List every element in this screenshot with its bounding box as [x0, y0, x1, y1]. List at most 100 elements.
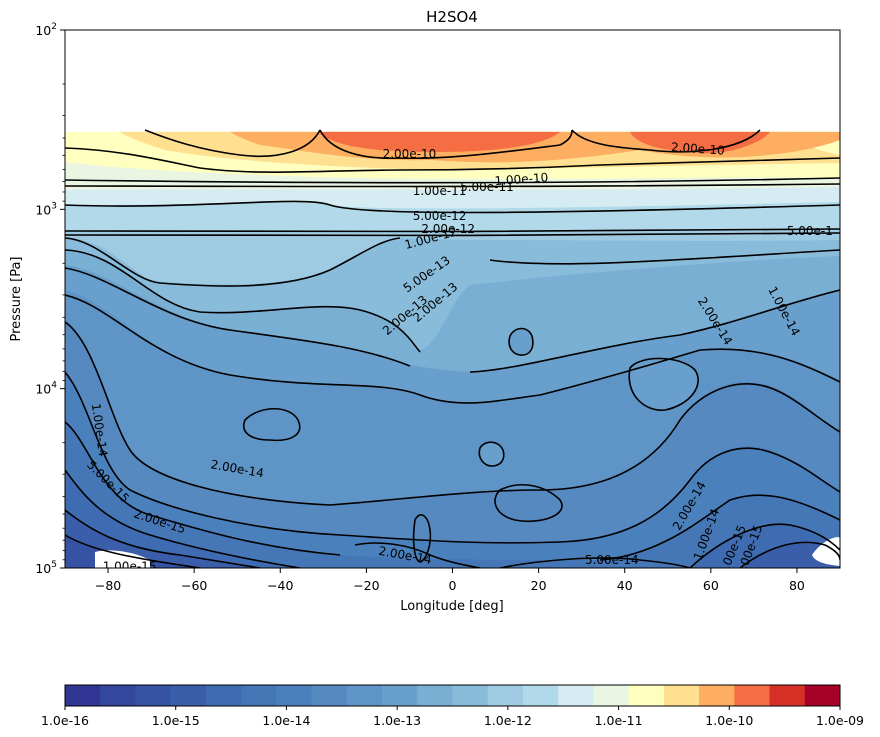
contour-line: [469, 289, 840, 373]
contour-line: [65, 371, 840, 544]
contour-line: [65, 509, 261, 568]
contour-line: [539, 348, 840, 396]
contour-line: [144, 129, 321, 158]
y-axis: 102 103 104 105: [35, 22, 65, 576]
contour-band: [629, 358, 699, 411]
colorbar-swatch: [593, 685, 630, 706]
colorbar-swatch: [769, 685, 806, 706]
contour-line: [65, 294, 541, 404]
colorbar-swatch: [276, 685, 313, 706]
x-tick-label: 60: [703, 578, 719, 593]
colorbar-swatch: [135, 685, 172, 706]
colorbar-swatch: [522, 685, 559, 706]
x-tick-label: −20: [353, 578, 379, 593]
contour-line: [65, 232, 840, 237]
contour-line: [65, 147, 840, 173]
x-axis-label: Longitude [deg]: [400, 599, 503, 614]
contour-line: [739, 541, 840, 568]
contour-line: [412, 514, 432, 563]
colorbar-swatch: [346, 685, 383, 706]
colorbar-swatch: [663, 685, 700, 706]
contour-label: 5.00e-1: [787, 224, 833, 238]
colorbar-tick-label: 1.0e-16: [41, 713, 89, 728]
y-tick-label: 104: [35, 381, 57, 397]
contour-line: [65, 200, 840, 214]
x-tick-label: 20: [531, 578, 547, 593]
contour-band: [318, 131, 560, 152]
colorbar-swatch: [170, 685, 207, 706]
colorbar-tick-label: 1.0e-13: [373, 713, 421, 728]
colorbar-swatch: [487, 685, 524, 706]
contour-label: 5.00e-12: [413, 209, 467, 223]
colorbar-swatch: [205, 685, 242, 706]
contour-line: [65, 267, 411, 367]
masked-region: [95, 550, 150, 568]
colorbar-swatch: [804, 685, 841, 706]
contour-line: [65, 177, 840, 184]
colorbar-swatch: [241, 685, 277, 706]
x-tick-label: 40: [617, 578, 633, 593]
contour-line: [65, 469, 301, 568]
contour-label: 5.00e-14: [585, 553, 639, 567]
y-tick-label: 105: [35, 560, 57, 576]
colorbar-swatch: [382, 685, 418, 706]
contour-line: [499, 557, 691, 568]
contour-label: 1.00e-15: [103, 559, 157, 573]
contour-line: [65, 421, 341, 556]
contour-line: [354, 542, 481, 568]
colorbar-tick-label: 1.0e-14: [262, 713, 310, 728]
y-tick-label: 102: [35, 22, 57, 38]
contour-line: [65, 237, 401, 287]
contour-band: [630, 131, 770, 154]
contour-line: [489, 249, 840, 265]
contour-label: 1.00e-10: [494, 170, 549, 188]
contour-label: 2.00e-10: [383, 147, 437, 161]
contour-line: [65, 249, 421, 353]
colorbar-swatch: [734, 685, 771, 706]
colorbar-frame: [64, 684, 841, 707]
colorbar-tick-label: 1.0e-15: [152, 713, 200, 728]
contour-line: [243, 408, 301, 442]
contour-line: [494, 484, 563, 523]
colorbar-swatch: [452, 685, 489, 706]
x-tick-label: 0: [449, 578, 457, 593]
x-axis: −80 −60 −40 −20 0 20 40 60 80: [95, 568, 805, 593]
x-tick-label: 80: [789, 578, 805, 593]
colorbar-tick-label: 1.0e-09: [816, 713, 864, 728]
x-tick-label: −80: [95, 578, 121, 593]
contour-line: [599, 494, 840, 561]
contour-band: [509, 328, 533, 356]
contour-line: [571, 129, 761, 153]
colorbar-swatch: [311, 685, 348, 706]
contour-label: 2.00e-12: [421, 222, 475, 236]
x-tick-label: −40: [267, 578, 293, 593]
y-axis-label: Pressure [Pa]: [9, 256, 24, 341]
contour-band: [740, 542, 840, 568]
colorbar-swatch: [417, 685, 453, 706]
contour-line: [65, 534, 201, 568]
contour-line: [478, 441, 505, 467]
colorbar-swatch: [100, 685, 136, 706]
contour-label: 2.00e-10: [671, 140, 726, 158]
colorbar-swatch: [628, 685, 665, 706]
contour-band: [65, 320, 840, 568]
colorbar-swatch: [558, 685, 594, 706]
y-tick-label: 103: [35, 201, 57, 217]
contour-line: [65, 228, 840, 233]
contour-label: 5.00e-11: [460, 180, 514, 194]
contour-line: [319, 129, 573, 160]
chart-title: H2SO4: [426, 8, 478, 26]
contour-line: [628, 357, 699, 411]
contour-band: [243, 408, 300, 441]
contour-band: [479, 442, 504, 466]
contour-lines: [65, 129, 840, 568]
colorbar-tick-label: 1.0e-11: [595, 713, 643, 728]
contour-label: 1.00e-11: [413, 184, 467, 198]
colorbar: 1.0e-16 1.0e-15 1.0e-14 1.0e-13 1.0e-12 1.0e-…: [41, 684, 864, 728]
contour-line: [689, 523, 840, 568]
colorbar-swatch: [65, 685, 101, 706]
contour-line: [65, 183, 840, 188]
colorbar-tick-label: 1.0e-12: [484, 713, 532, 728]
contour-line: [508, 327, 534, 356]
